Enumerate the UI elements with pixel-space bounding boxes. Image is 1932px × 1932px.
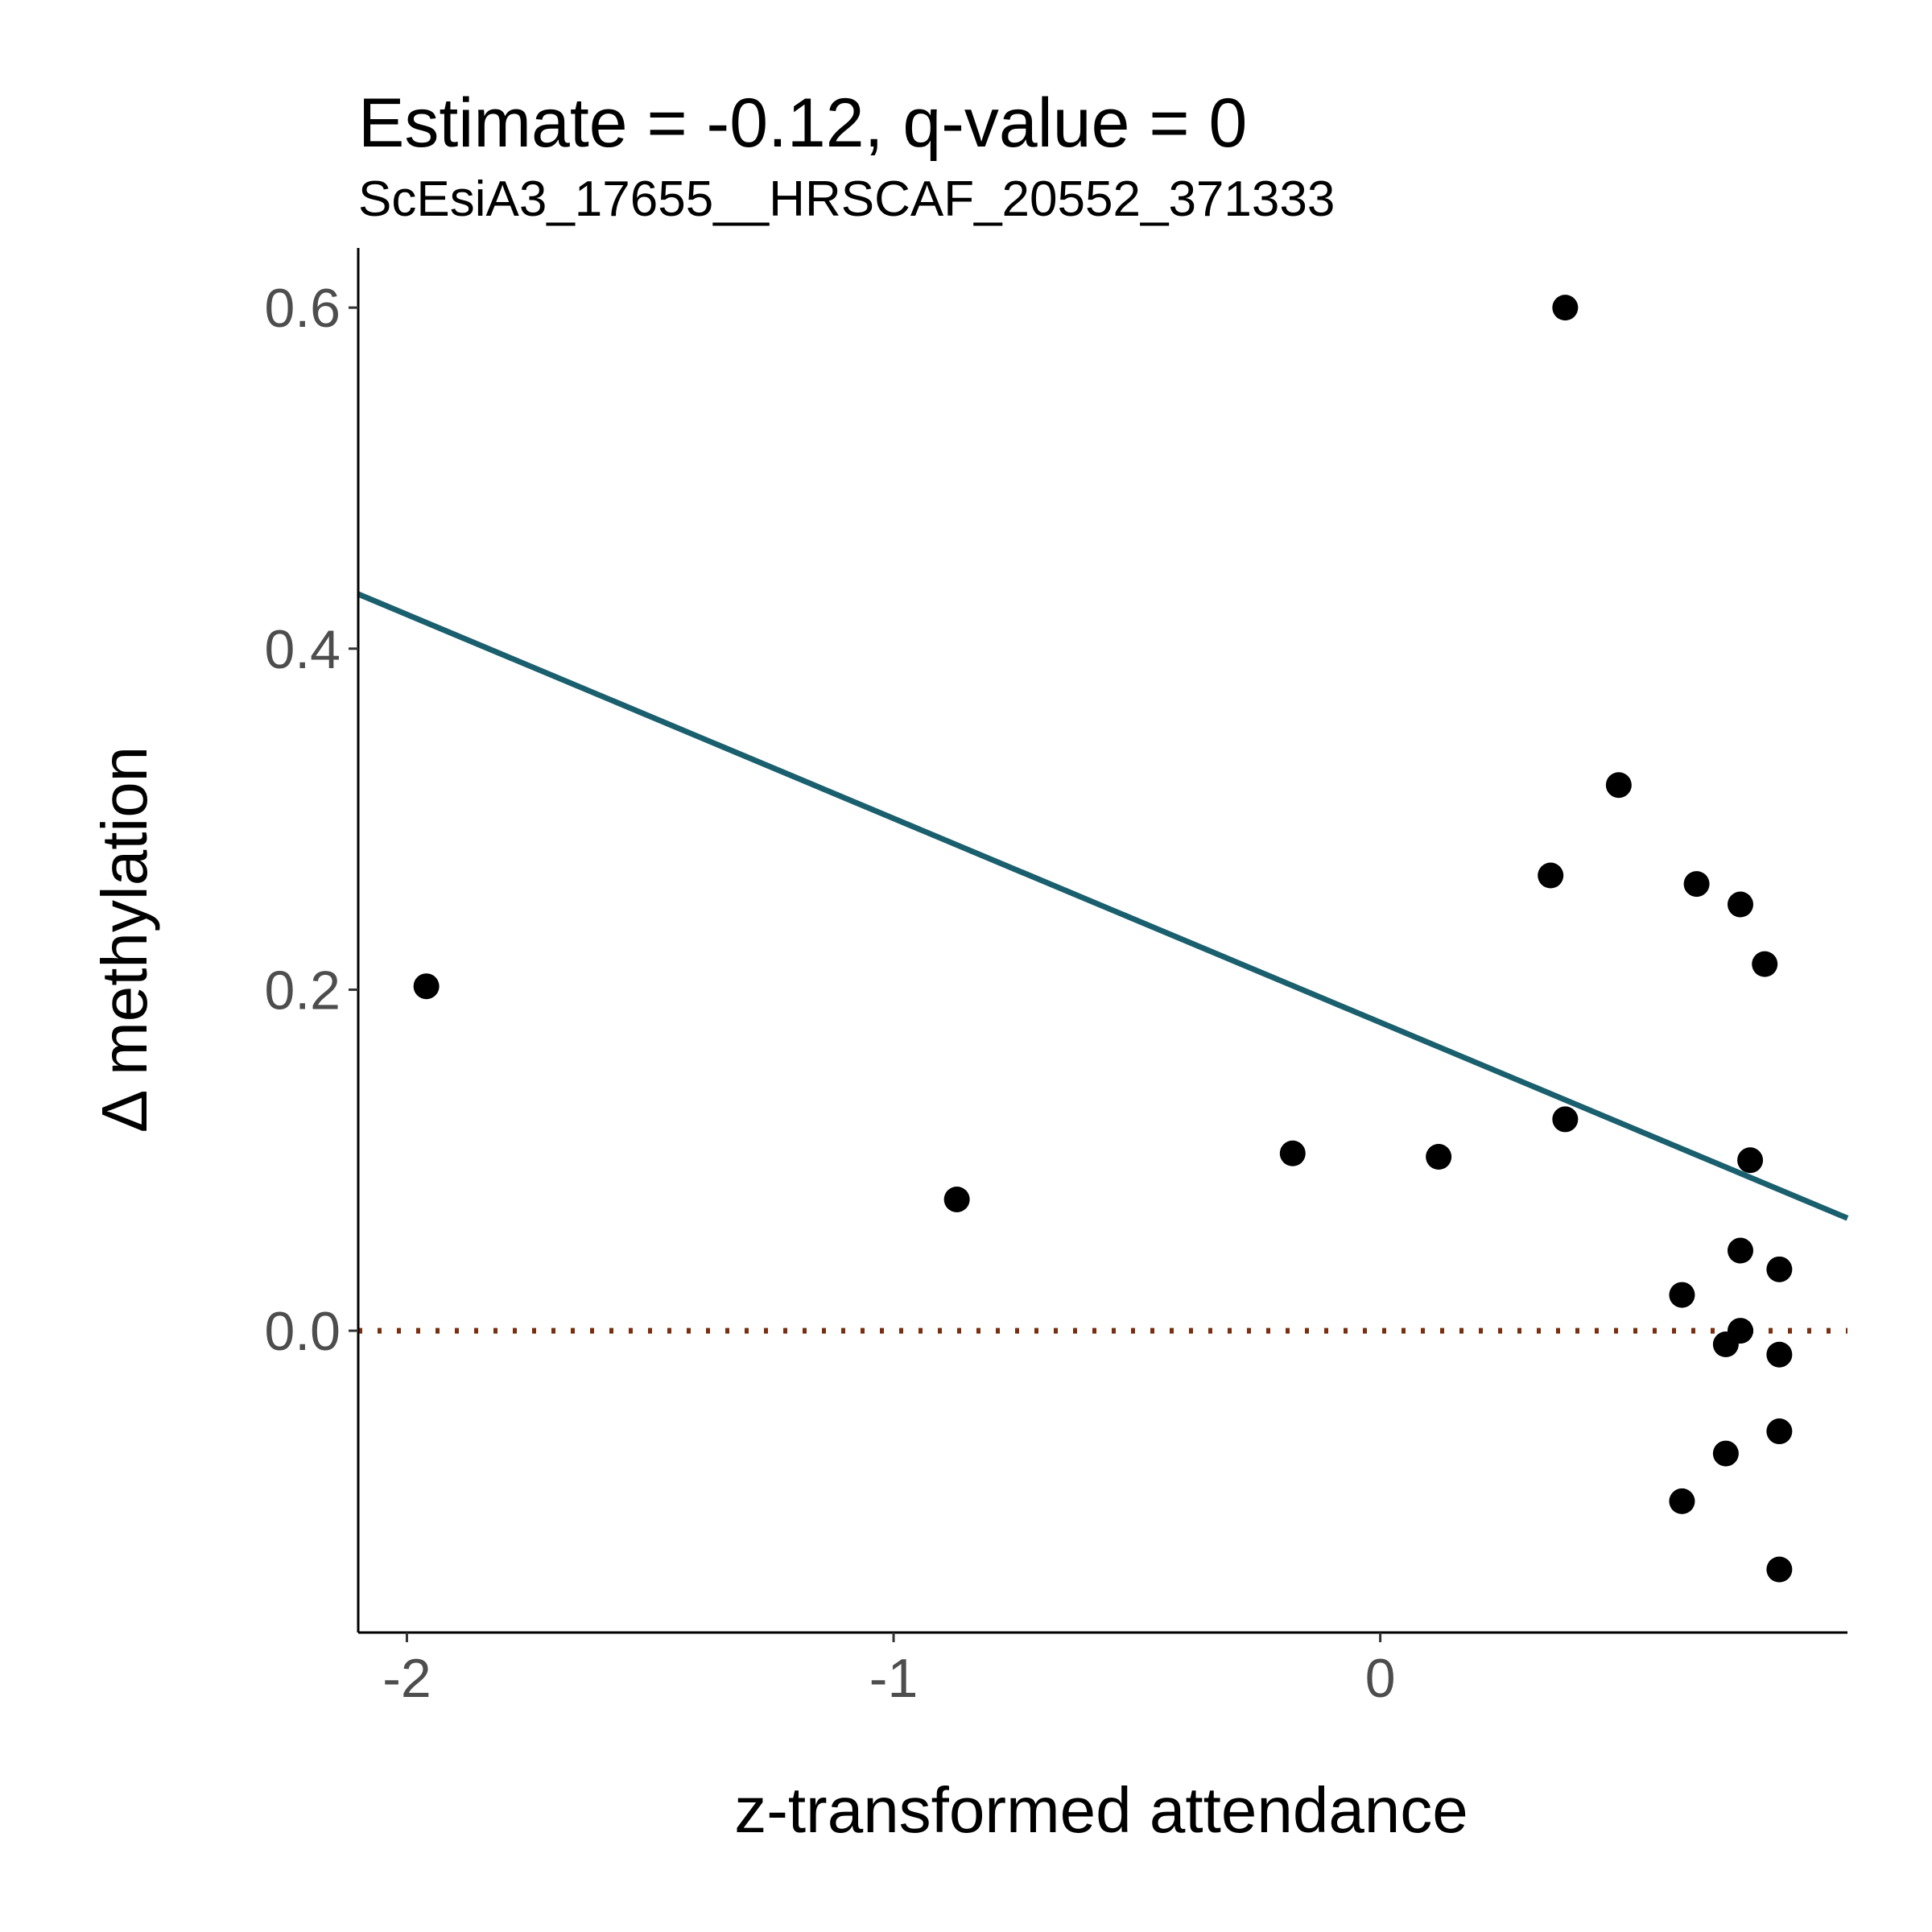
- y-tick-label: 0.2: [264, 960, 341, 1021]
- data-point: [1737, 1147, 1763, 1173]
- data-point: [1766, 1257, 1792, 1282]
- data-point: [1752, 952, 1777, 977]
- data-point: [414, 973, 440, 999]
- chart-subtitle: ScEsiA3_17655__HRSCAF_20552_371333: [358, 171, 1335, 227]
- data-point: [1669, 1282, 1695, 1308]
- data-point: [1766, 1418, 1792, 1444]
- y-axis-title: Δ methylation: [89, 746, 160, 1133]
- x-axis-title: z-transformed attendance: [734, 1774, 1468, 1846]
- data-point: [944, 1187, 970, 1212]
- data-point: [1280, 1141, 1306, 1166]
- y-tick-label: 0.0: [264, 1301, 341, 1362]
- data-point: [1426, 1144, 1451, 1170]
- x-tick-label: -2: [382, 1648, 431, 1709]
- data-point: [1728, 1318, 1753, 1344]
- x-tick-label: 0: [1365, 1648, 1396, 1709]
- data-point: [1606, 772, 1632, 798]
- plot-area: 0.0 0.2 0.4 0.6 -2 -1 0: [264, 248, 1847, 1709]
- y-tick-label: 0.4: [264, 619, 341, 680]
- x-tick-label: -1: [869, 1648, 918, 1709]
- data-point: [1728, 892, 1753, 918]
- data-point: [1766, 1557, 1792, 1583]
- data-point: [1684, 871, 1710, 897]
- data-point: [1728, 1238, 1753, 1264]
- chart-title: Estimate = -0.12, q-value = 0: [358, 85, 1247, 162]
- data-point: [1713, 1441, 1739, 1467]
- regression-line: [358, 594, 1847, 1218]
- data-point: [1552, 295, 1578, 320]
- data-point: [1669, 1488, 1695, 1514]
- data-point: [1552, 1106, 1578, 1132]
- data-point: [1538, 863, 1563, 889]
- data-point: [1766, 1342, 1792, 1368]
- y-tick-label: 0.6: [264, 278, 341, 339]
